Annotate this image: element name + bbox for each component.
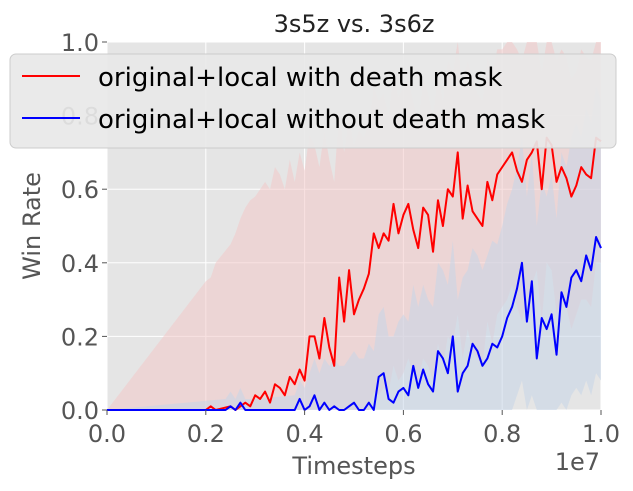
y-tick-label-5: 1.0: [61, 29, 99, 57]
legend-box: [9, 53, 617, 149]
legend: original+local with death mask original+…: [9, 53, 617, 149]
x-tick-label-2: 0.4: [286, 420, 324, 448]
band-series-1: [107, 86, 601, 410]
y-axis-label: Win Rate: [18, 172, 46, 280]
x-tick-label-5: 1.0: [582, 420, 620, 448]
x-tick-label-0: 0.0: [88, 420, 126, 448]
axis-ticks: 0.00.20.40.60.81.00.00.20.40.60.81.0: [61, 29, 620, 448]
y-tick-label-1: 0.2: [61, 323, 99, 351]
y-tick-label-2: 0.4: [61, 250, 99, 278]
legend-label-with-death-mask: original+local with death mask: [98, 63, 502, 93]
y-tick-label-0: 0.0: [61, 397, 99, 425]
x-tick-label-4: 0.8: [483, 420, 521, 448]
x-tick-label-1: 0.2: [187, 420, 225, 448]
y-tick-label-3: 0.6: [61, 176, 99, 204]
line-series-1: [107, 236, 602, 411]
x-axis-offset-text: 1e7: [555, 448, 600, 476]
x-axis-label: Timesteps: [291, 452, 415, 480]
chart-title: 3s5z vs. 3s6z: [274, 10, 435, 38]
legend-label-without-death-mask: original+local without death mask: [98, 105, 545, 135]
x-tick-label-3: 0.6: [384, 420, 422, 448]
